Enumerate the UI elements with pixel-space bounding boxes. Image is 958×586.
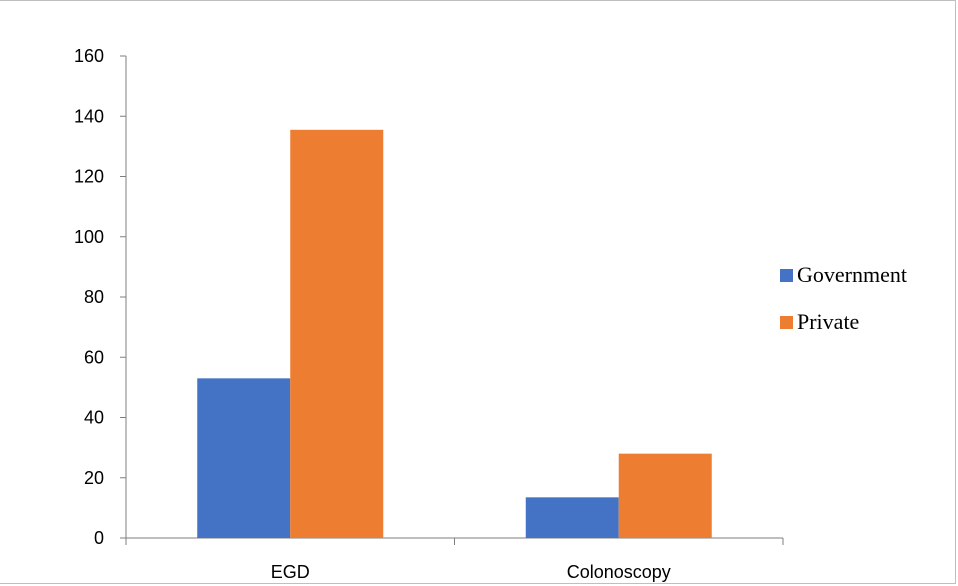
y-tick-label: 20	[84, 468, 104, 488]
x-axis: EGD Colonoscopy	[125, 537, 784, 582]
y-tick-label: 120	[74, 167, 104, 187]
y-tick-label: 100	[74, 227, 104, 247]
y-tick-label: 140	[74, 106, 104, 126]
bar-private-colonoscopy	[618, 453, 712, 538]
y-tick-label: 0	[94, 528, 104, 548]
y-tick-label: 80	[84, 287, 104, 307]
x-category-label: EGD	[271, 562, 310, 582]
legend-swatch-private	[780, 316, 793, 329]
legend: Government Private	[780, 262, 907, 334]
legend-label-government: Government	[797, 262, 907, 287]
bar-government-egd	[197, 378, 291, 538]
y-tick-label: 40	[84, 408, 104, 428]
legend-swatch-government	[780, 269, 793, 282]
x-category-label: Colonoscopy	[567, 562, 671, 582]
bar-government-colonoscopy	[525, 497, 619, 538]
y-axis: 0 20 40 60 80 100 120 140 160	[74, 46, 127, 548]
y-tick-label: 60	[84, 347, 104, 367]
bar-private-egd	[290, 129, 384, 538]
legend-label-private: Private	[797, 309, 859, 334]
y-tick-label: 160	[74, 46, 104, 66]
bars	[197, 129, 712, 538]
